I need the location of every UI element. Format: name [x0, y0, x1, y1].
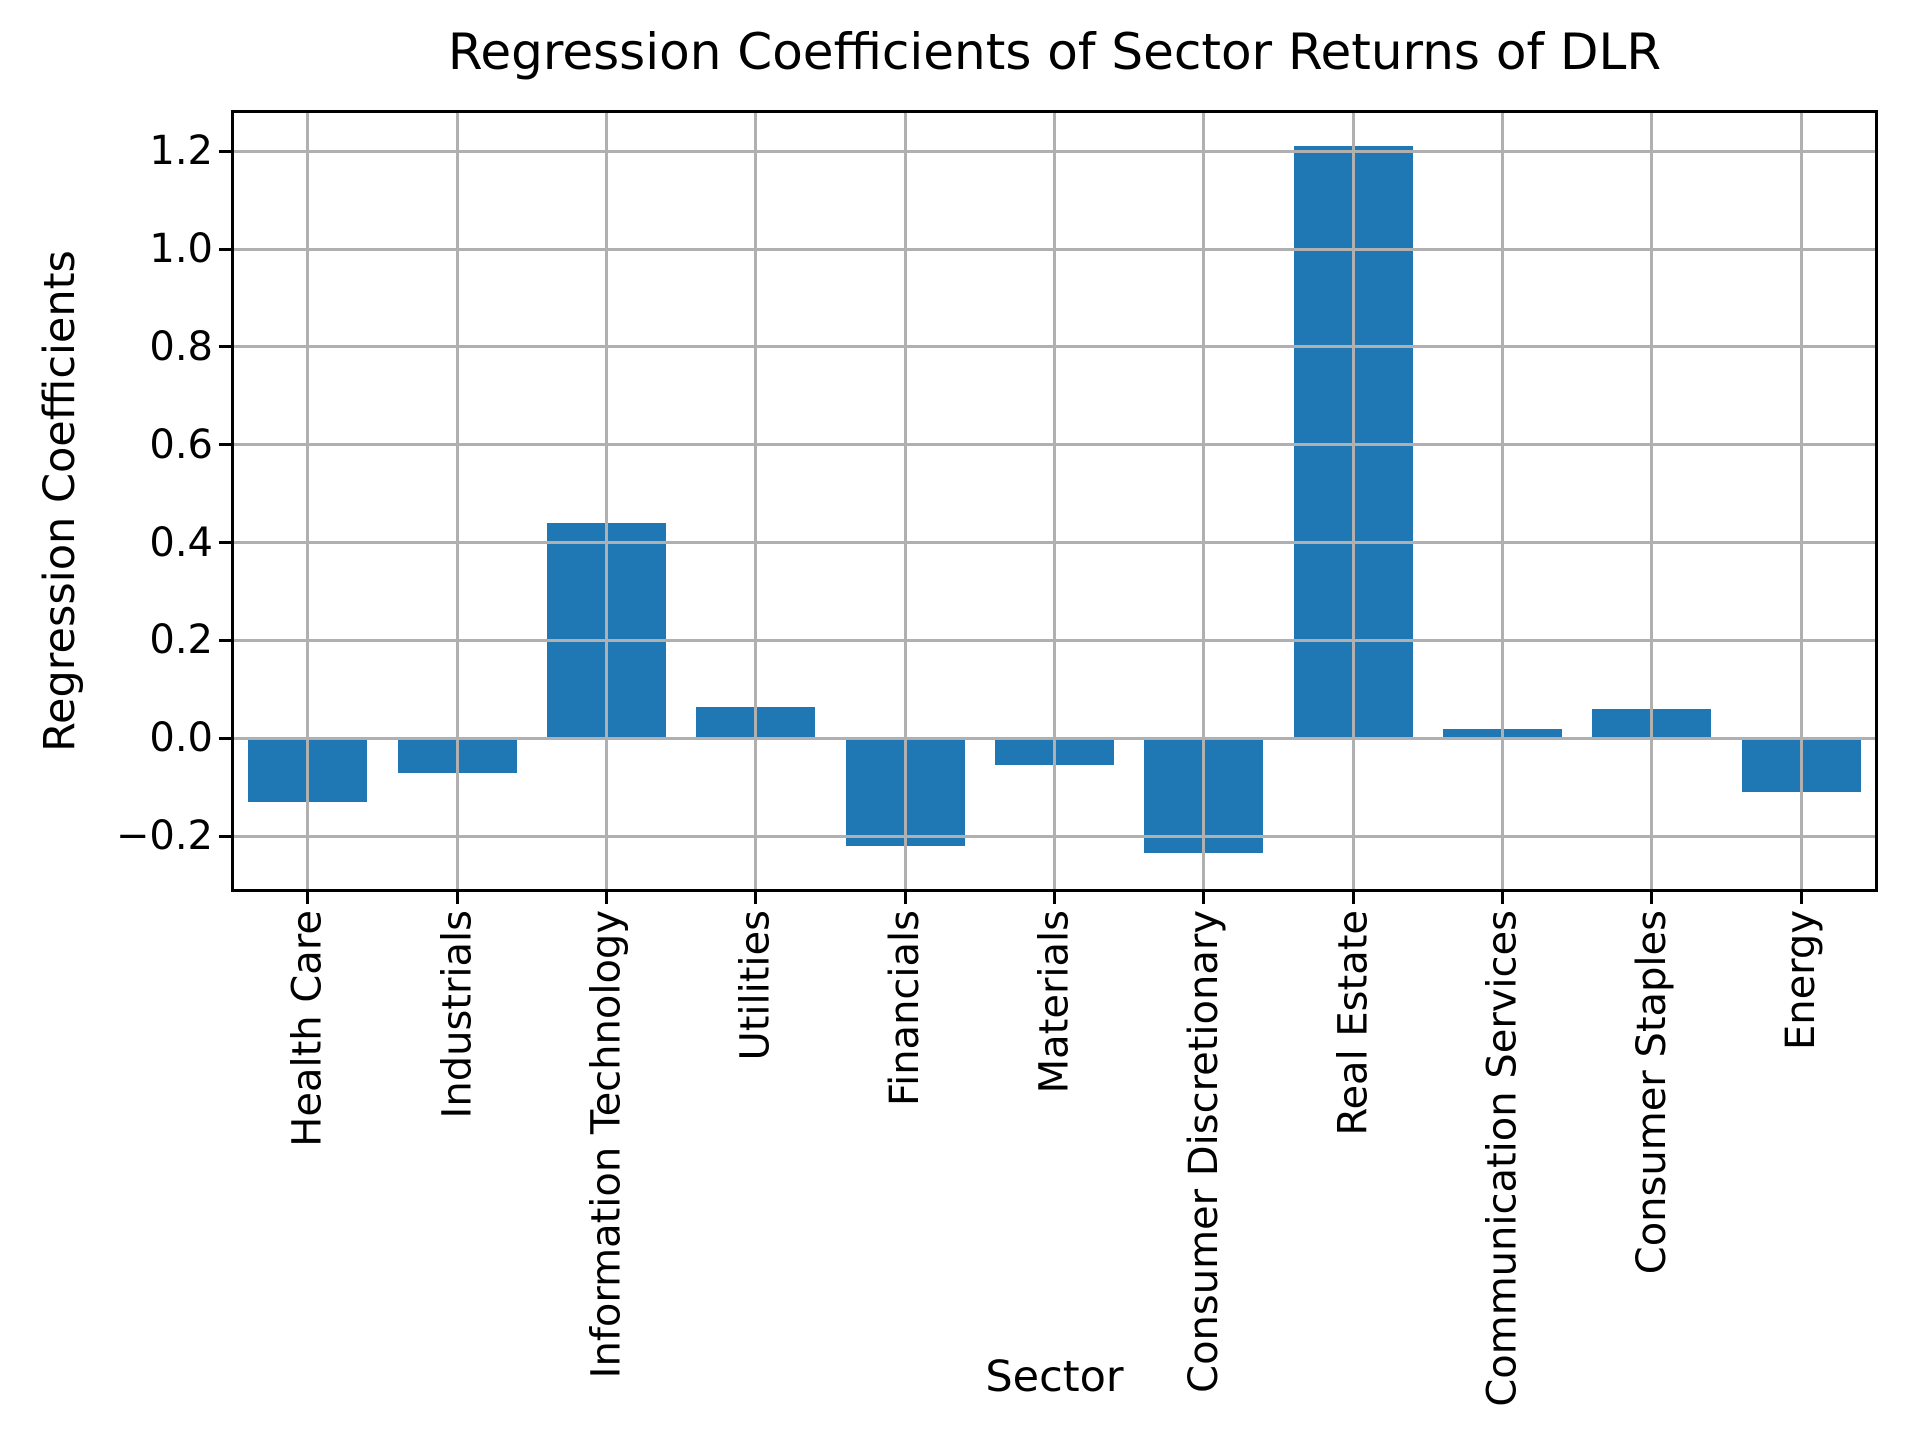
x-gridline — [1202, 112, 1206, 890]
x-gridline — [1799, 112, 1803, 890]
x-tick — [1351, 891, 1355, 904]
x-gridline — [1351, 112, 1355, 890]
x-tick — [754, 891, 758, 904]
x-gridline — [903, 112, 907, 890]
x-tick-label: Materials — [1031, 910, 1078, 1094]
y-tick — [219, 443, 232, 447]
x-tick — [604, 891, 608, 904]
x-tick-label: Communication Services — [1479, 910, 1526, 1407]
x-gridline — [1501, 112, 1505, 890]
y-tick — [219, 345, 232, 349]
x-axis-label: Sector — [985, 1352, 1124, 1402]
x-gridline — [1053, 112, 1056, 890]
x-tick — [1202, 891, 1206, 904]
x-tick-label: Industrials — [434, 910, 481, 1119]
x-gridline — [455, 112, 459, 890]
x-tick-label: Energy — [1778, 910, 1825, 1051]
y-tick-label: −0.2 — [115, 813, 213, 860]
y-tick — [219, 149, 232, 153]
y-tick-label: 1.0 — [149, 226, 213, 272]
x-tick — [1501, 891, 1505, 904]
x-tick-label: Financials — [882, 910, 929, 1106]
y-tick-label: 0.0 — [149, 715, 213, 762]
x-tick-label: Utilities — [732, 910, 779, 1061]
x-gridline — [1650, 112, 1654, 890]
y-axis-label: Regression Coefficients — [35, 250, 85, 752]
y-tick — [219, 736, 232, 740]
y-tick — [219, 247, 232, 251]
x-gridline — [306, 112, 310, 890]
y-tick — [219, 541, 232, 545]
y-tick — [219, 834, 232, 838]
x-tick-label: Information Technology — [583, 910, 630, 1379]
y-tick-label: 0.4 — [149, 519, 213, 566]
x-tick-label: Health Care — [284, 910, 331, 1147]
x-tick — [1650, 891, 1654, 904]
x-tick — [903, 891, 907, 904]
y-tick-label: 0.8 — [149, 323, 213, 370]
x-tick — [1053, 891, 1056, 904]
x-tick-label: Consumer Staples — [1628, 910, 1675, 1275]
x-tick-label: Consumer Discretionary — [1180, 910, 1227, 1393]
y-tick-label: 0.2 — [149, 617, 213, 664]
x-tick — [1799, 891, 1803, 904]
y-tick — [219, 638, 232, 642]
x-tick-label: Real Estate — [1330, 910, 1377, 1136]
x-gridline — [604, 112, 608, 890]
x-tick — [306, 891, 310, 904]
x-tick — [455, 891, 459, 904]
x-gridline — [754, 112, 758, 890]
y-tick-label: 0.6 — [149, 421, 213, 468]
chart-title: Regression Coefficients of Sector Return… — [447, 23, 1662, 81]
y-tick-label: 1.2 — [149, 128, 213, 175]
